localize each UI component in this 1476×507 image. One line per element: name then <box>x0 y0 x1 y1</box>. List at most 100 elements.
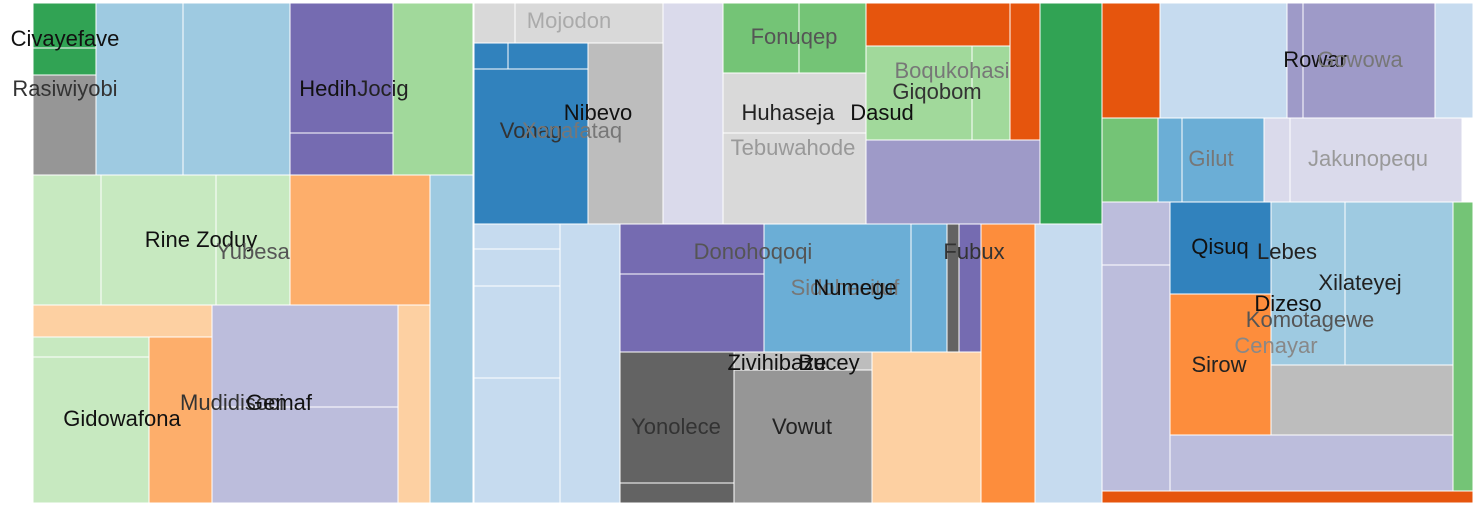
treemap-label-fonuqep: Fonuqep <box>751 24 838 49</box>
treemap-tile-66 <box>1101 264 1171 492</box>
treemap-label-gowowa: Gowowa <box>1317 47 1403 72</box>
treemap-tile-45 <box>910 223 948 353</box>
treemap-label-cenayar: Cenayar <box>1234 333 1317 358</box>
treemap-tile-74 <box>1101 490 1474 504</box>
treemap-label-xilateyej: Xilateyej <box>1318 270 1401 295</box>
treemap-tile-43 <box>619 273 765 353</box>
treemap-tile-22 <box>662 2 724 225</box>
treemap-label-zivihibaze: Zivihibaze <box>727 350 826 375</box>
treemap-tile-41 <box>559 223 621 504</box>
treemap-tile-34 <box>971 45 1011 141</box>
treemap-tile-7 <box>392 2 474 176</box>
treemap-label-lebes: Lebes <box>1257 239 1317 264</box>
treemap-tile-25 <box>473 68 589 225</box>
treemap-label-mojodon: Mojodon <box>527 8 611 33</box>
treemap-tile-48 <box>980 223 1036 504</box>
treemap-label-sidohecituf: Sidohecituf <box>791 275 901 300</box>
treemap-tile-21 <box>514 2 664 44</box>
treemap-tile-40 <box>473 377 561 504</box>
treemap-label-yonolece: Yonolece <box>631 414 721 439</box>
treemap-tile-44 <box>763 223 912 353</box>
treemap-label-komotagewe: Komotagewe <box>1246 307 1374 332</box>
treemap-label-xonafataq: Xonafataq <box>522 118 622 143</box>
treemap-tile-73 <box>1169 434 1454 492</box>
treemap-tile-62 <box>1181 117 1265 203</box>
treemap-tile-61 <box>1157 117 1183 203</box>
treemap-label-boqukohasi: Boqukohasi <box>895 58 1010 83</box>
treemap-tile-38 <box>473 248 561 287</box>
treemap-label-gilut: Gilut <box>1188 146 1233 171</box>
treemap-label-gemaf: Gemaf <box>246 390 313 415</box>
treemap-label-giqobom: Giqobom <box>892 79 981 104</box>
treemap-tile-0 <box>32 2 97 49</box>
treemap-labels: Civayefave Rasiwiyobi Hedih Jocig Rine Zoduy… <box>11 8 1428 439</box>
treemap-tile-8 <box>32 174 102 306</box>
treemap-tile-55 <box>1101 2 1161 119</box>
treemap-label-hedih: Hedih <box>299 76 356 101</box>
treemap-label-bucey: Bucey <box>798 350 859 375</box>
treemap-label-vowut: Vowut <box>772 414 832 439</box>
treemap-tile-19 <box>397 304 431 504</box>
treemap-tile-59 <box>1434 2 1474 119</box>
treemap-tile-33 <box>865 45 973 141</box>
treemap-tile-18 <box>211 406 399 504</box>
treemap-tile-56 <box>1159 2 1288 119</box>
treemap-tile-17 <box>211 304 399 408</box>
treemap-tile-32 <box>1009 2 1041 141</box>
treemap-tile-9 <box>100 174 217 306</box>
treemap-label-jakunopequ: Jakunopequ <box>1308 146 1428 171</box>
treemap-tile-4 <box>182 2 291 176</box>
treemap-tile-1 <box>32 47 97 76</box>
treemap-tile-15 <box>32 356 150 504</box>
treemap-tile-12 <box>429 174 474 504</box>
treemap-tile-67 <box>1169 201 1272 295</box>
treemap-tile-42 <box>619 223 765 275</box>
treemap-label-gidowafona: Gidowafona <box>63 406 181 431</box>
treemap-label-tebuwahode: Tebuwahode <box>731 135 856 160</box>
treemap-tile-54 <box>871 351 982 504</box>
treemap-label-sirow: Sirow <box>1191 352 1246 377</box>
treemap-tile-23 <box>473 42 509 70</box>
treemap-label-nibevo: Nibevo <box>564 100 632 125</box>
treemap-tile-30 <box>722 132 867 225</box>
treemap-label-civayefave: Civayefave <box>11 26 120 51</box>
treemap-tile-31 <box>865 2 1011 47</box>
treemap-label-fubux: Fubux <box>943 239 1004 264</box>
treemap-tile-72 <box>1270 364 1454 438</box>
treemap-tile-68 <box>1270 201 1346 366</box>
treemap-tile-70 <box>1452 201 1474 492</box>
treemap-tile-20 <box>473 2 516 44</box>
treemap-tile-49 <box>1034 223 1103 504</box>
treemap-label-vonag: Vonag <box>500 118 562 143</box>
treemap-tile-2 <box>32 74 97 176</box>
treemap-tiles <box>32 2 1474 504</box>
treemap-tile-36 <box>865 139 1041 225</box>
treemap-label-dizeso: Dizeso <box>1254 291 1321 316</box>
treemap-tile-71 <box>1169 293 1272 436</box>
treemap-tile-51 <box>619 482 735 504</box>
treemap-label-donohoqoqi: Donohoqoqi <box>694 239 813 264</box>
treemap-tile-53 <box>733 369 873 504</box>
treemap-label-qisuq: Qisuq <box>1191 234 1248 259</box>
treemap-tile-14 <box>32 336 150 358</box>
treemap-tile-11 <box>289 174 431 306</box>
treemap-tile-60 <box>1101 117 1159 203</box>
treemap-label-numege: Numege <box>813 275 896 300</box>
treemap-label-rowar: Rowar <box>1283 47 1347 72</box>
treemap-tile-39 <box>473 285 561 379</box>
treemap-tile-29 <box>722 72 867 134</box>
treemap-tile-65 <box>1101 201 1171 266</box>
treemap-tile-16 <box>148 336 213 504</box>
treemap-tile-63 <box>1263 117 1291 203</box>
treemap-tile-6 <box>289 132 394 176</box>
treemap-tile-13 <box>32 304 214 338</box>
treemap-tile-26 <box>587 42 664 225</box>
treemap-tile-3 <box>95 2 184 176</box>
treemap-tile-5 <box>289 2 394 134</box>
treemap-tile-69 <box>1344 201 1454 366</box>
treemap-label-yubesa: Yubesa <box>216 239 290 264</box>
treemap-tile-24 <box>507 42 589 70</box>
treemap-label-mudidisoci: Mudidisoci <box>180 390 284 415</box>
treemap-tile-35 <box>1039 2 1103 225</box>
